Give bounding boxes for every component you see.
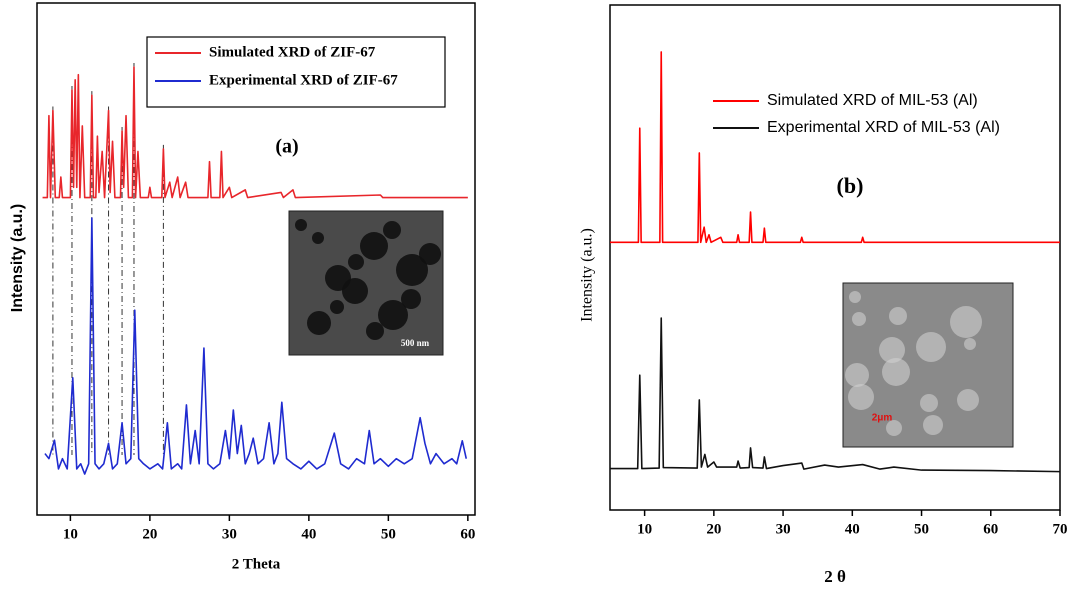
inset-particle [882, 358, 910, 386]
inset-particle [366, 322, 384, 340]
x-axis-label: 2 Theta [232, 556, 281, 572]
inset-particle [419, 243, 441, 265]
x-tick-label: 60 [983, 521, 998, 537]
inset-particle [950, 306, 982, 338]
y-axis-label: Intensity (a.u.) [579, 228, 596, 322]
x-tick-label: 40 [301, 526, 316, 542]
inset-particle [886, 420, 902, 436]
legend-label: Experimental XRD of ZIF-67 [209, 72, 398, 88]
inset-particle [307, 311, 331, 335]
plot-frame [609, 4, 1061, 511]
x-tick-label: 10 [637, 521, 652, 537]
plot-frame [36, 2, 476, 516]
inset-particle [342, 278, 368, 304]
panel-label: (b) [837, 173, 864, 198]
panel-label: (a) [275, 136, 298, 158]
x-tick-label: 50 [381, 526, 396, 542]
x-tick-label: 30 [776, 521, 791, 537]
y-axis-label: Intensity (a.u.) [9, 204, 26, 312]
x-tick-label: 30 [222, 526, 237, 542]
inset-particle [360, 232, 388, 260]
inset-particle [295, 219, 307, 231]
inset-scale-label: 2μm [872, 413, 893, 424]
inset-particle [383, 221, 401, 239]
inset-particle [348, 254, 364, 270]
xrd-line [610, 51, 1060, 244]
x-tick-label: 50 [914, 521, 929, 537]
x-tick-label: 10 [63, 526, 78, 542]
x-tick-label: 20 [142, 526, 157, 542]
inset-particle [330, 300, 344, 314]
legend-label: Simulated XRD of MIL-53 (Al) [767, 92, 978, 109]
inset-particle [916, 332, 946, 362]
inset-particle [378, 300, 408, 330]
inset-particle [849, 291, 861, 303]
inset-particle [889, 307, 907, 325]
legend-label: Simulated XRD of ZIF-67 [209, 44, 376, 60]
inset-particle [401, 289, 421, 309]
x-tick-label: 20 [706, 521, 721, 537]
inset-particle [957, 389, 979, 411]
inset-particle [852, 312, 866, 326]
inset-particle [845, 363, 869, 387]
inset-particle [879, 337, 905, 363]
inset-particle [396, 254, 428, 286]
legend-box [146, 36, 446, 108]
x-tick-label: 40 [845, 521, 860, 537]
xrd-line [44, 217, 468, 475]
inset-particle [312, 232, 324, 244]
inset-particle [964, 338, 976, 350]
legend-label: Experimental XRD of MIL-53 (Al) [767, 119, 1000, 136]
x-axis-label: 2 θ [824, 567, 846, 586]
x-tick-label: 60 [460, 526, 475, 542]
xrd-line [610, 317, 1061, 473]
inset-particle [848, 384, 874, 410]
xrd-line [42, 66, 468, 199]
inset-particle [920, 394, 938, 412]
inset-scale-label: 500 nm [401, 338, 430, 348]
x-tick-label: 70 [1053, 521, 1068, 537]
inset-particle [923, 415, 943, 435]
